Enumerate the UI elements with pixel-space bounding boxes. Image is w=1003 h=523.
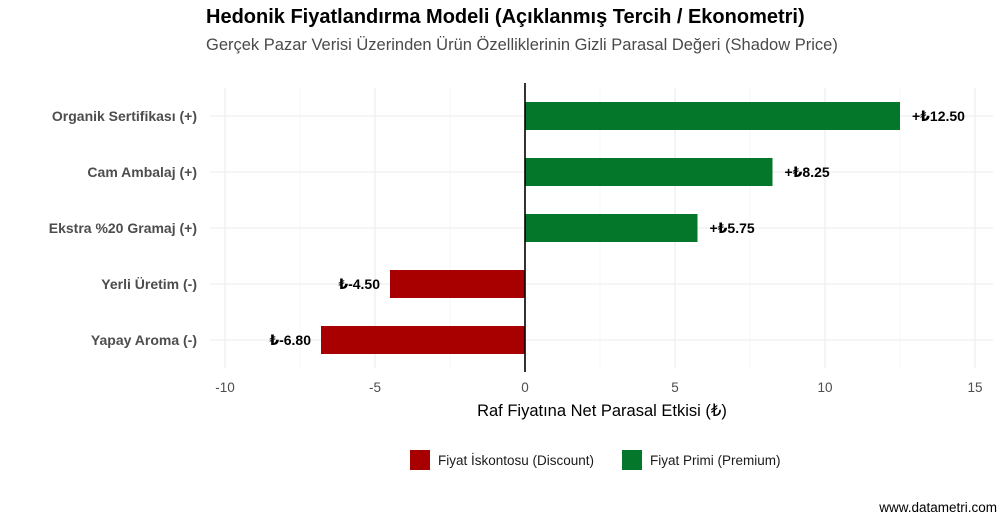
x-tick-label: 10 [817,380,832,395]
x-axis-title: Raf Fiyatına Net Parasal Etkisi (₺) [477,402,727,420]
y-category-label: Cam Ambalaj (+) [87,164,197,180]
x-tick-label: 15 [967,380,982,395]
bar-value-label: +₺8.25 [785,164,830,180]
bar [525,102,900,130]
legend-swatch [622,450,642,470]
y-category-label: Ekstra %20 Gramaj (+) [49,220,197,236]
x-tick-label: -10 [215,380,235,395]
bars [321,102,900,354]
credit-text: www.datametri.com [879,500,997,515]
bar [390,270,525,298]
x-tick-label: 0 [521,380,529,395]
bar-value-label: ₺-4.50 [338,276,380,292]
y-category-label: Yapay Aroma (-) [91,332,197,348]
x-tick-label: -5 [369,380,381,395]
chart-title: Hedonik Fiyatlandırma Modeli (Açıklanmış… [206,6,805,28]
y-category-label: Organik Sertifikası (+) [52,108,197,124]
legend-label: Fiyat İskontosu (Discount) [438,453,594,468]
y-category-label: Yerli Üretim (-) [101,276,197,292]
legend-swatch [410,450,430,470]
chart-subtitle: Gerçek Pazar Verisi Üzerinden Ürün Özell… [206,36,838,54]
legend: Fiyat İskontosu (Discount) Fiyat Primi (P… [410,450,781,470]
bar-value-label: ₺-6.80 [269,332,311,348]
bar [525,158,773,186]
bar-value-label: +₺12.50 [912,108,965,124]
bar [321,326,525,354]
bar-value-label: +₺5.75 [710,220,755,236]
x-tick-label: 5 [671,380,679,395]
legend-label: Fiyat Primi (Premium) [650,453,781,468]
bar [525,214,698,242]
chart-labels: -10 -5 0 5 10 15 Organik Sertifikası (+) +₺12.5… [49,108,983,395]
